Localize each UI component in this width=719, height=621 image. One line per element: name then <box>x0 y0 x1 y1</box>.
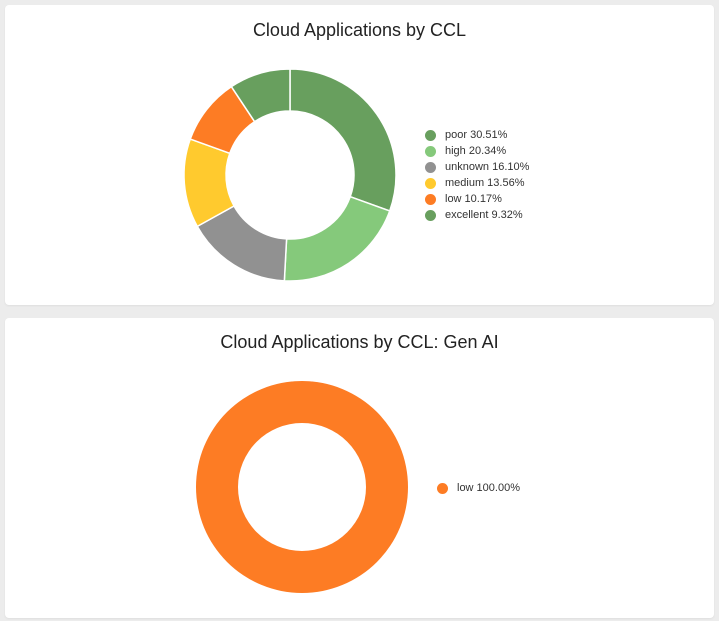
legend-label: high 20.34% <box>445 145 507 157</box>
legend-swatch <box>425 145 436 157</box>
legend-item-high[interactable]: high 20.34% <box>425 143 529 159</box>
legend-label: poor 30.51% <box>445 129 508 141</box>
legend-swatch <box>437 482 448 494</box>
chart-title: Cloud Applications by CCL <box>252 20 467 40</box>
legend-label: low 10.17% <box>445 193 502 205</box>
donut-slice-excellent[interactable] <box>230 68 291 123</box>
legend-label: medium 13.56% <box>445 177 525 189</box>
legend-swatch <box>425 161 436 173</box>
ccl-chart-card: Cloud Applications by CCL poor 30.51% hig… <box>5 5 714 305</box>
donut-chart <box>196 381 408 593</box>
legend-item-low[interactable]: low 10.17% <box>425 191 529 207</box>
chart-title: Cloud Applications by CCL: Gen AI <box>220 332 499 352</box>
legend-swatch <box>425 177 436 189</box>
chart-legend: low 100.00% <box>437 480 520 496</box>
legend-swatch <box>425 193 436 205</box>
legend-item-medium[interactable]: medium 13.56% <box>425 175 529 191</box>
donut-slice-low[interactable] <box>196 381 408 593</box>
gen-ai-ccl-chart-card: Cloud Applications by CCL: Gen AI low 10… <box>5 318 714 618</box>
legend-label: low 100.00% <box>457 482 520 494</box>
legend-item-low[interactable]: low 100.00% <box>437 480 520 496</box>
legend-item-unknown[interactable]: unknown 16.10% <box>425 159 529 175</box>
legend-label: unknown 16.10% <box>445 161 530 173</box>
legend-item-poor[interactable]: poor 30.51% <box>425 127 529 143</box>
legend-item-excellent[interactable]: excellent 9.32% <box>425 207 529 223</box>
donut-slice-high[interactable] <box>283 195 391 282</box>
legend-swatch <box>425 129 436 141</box>
donut-chart <box>183 68 397 282</box>
donut-slice-poor[interactable] <box>289 68 397 212</box>
chart-legend: poor 30.51% high 20.34% unknown 16.10% medi… <box>425 127 529 223</box>
legend-swatch <box>425 209 436 221</box>
legend-label: excellent 9.32% <box>445 209 523 221</box>
